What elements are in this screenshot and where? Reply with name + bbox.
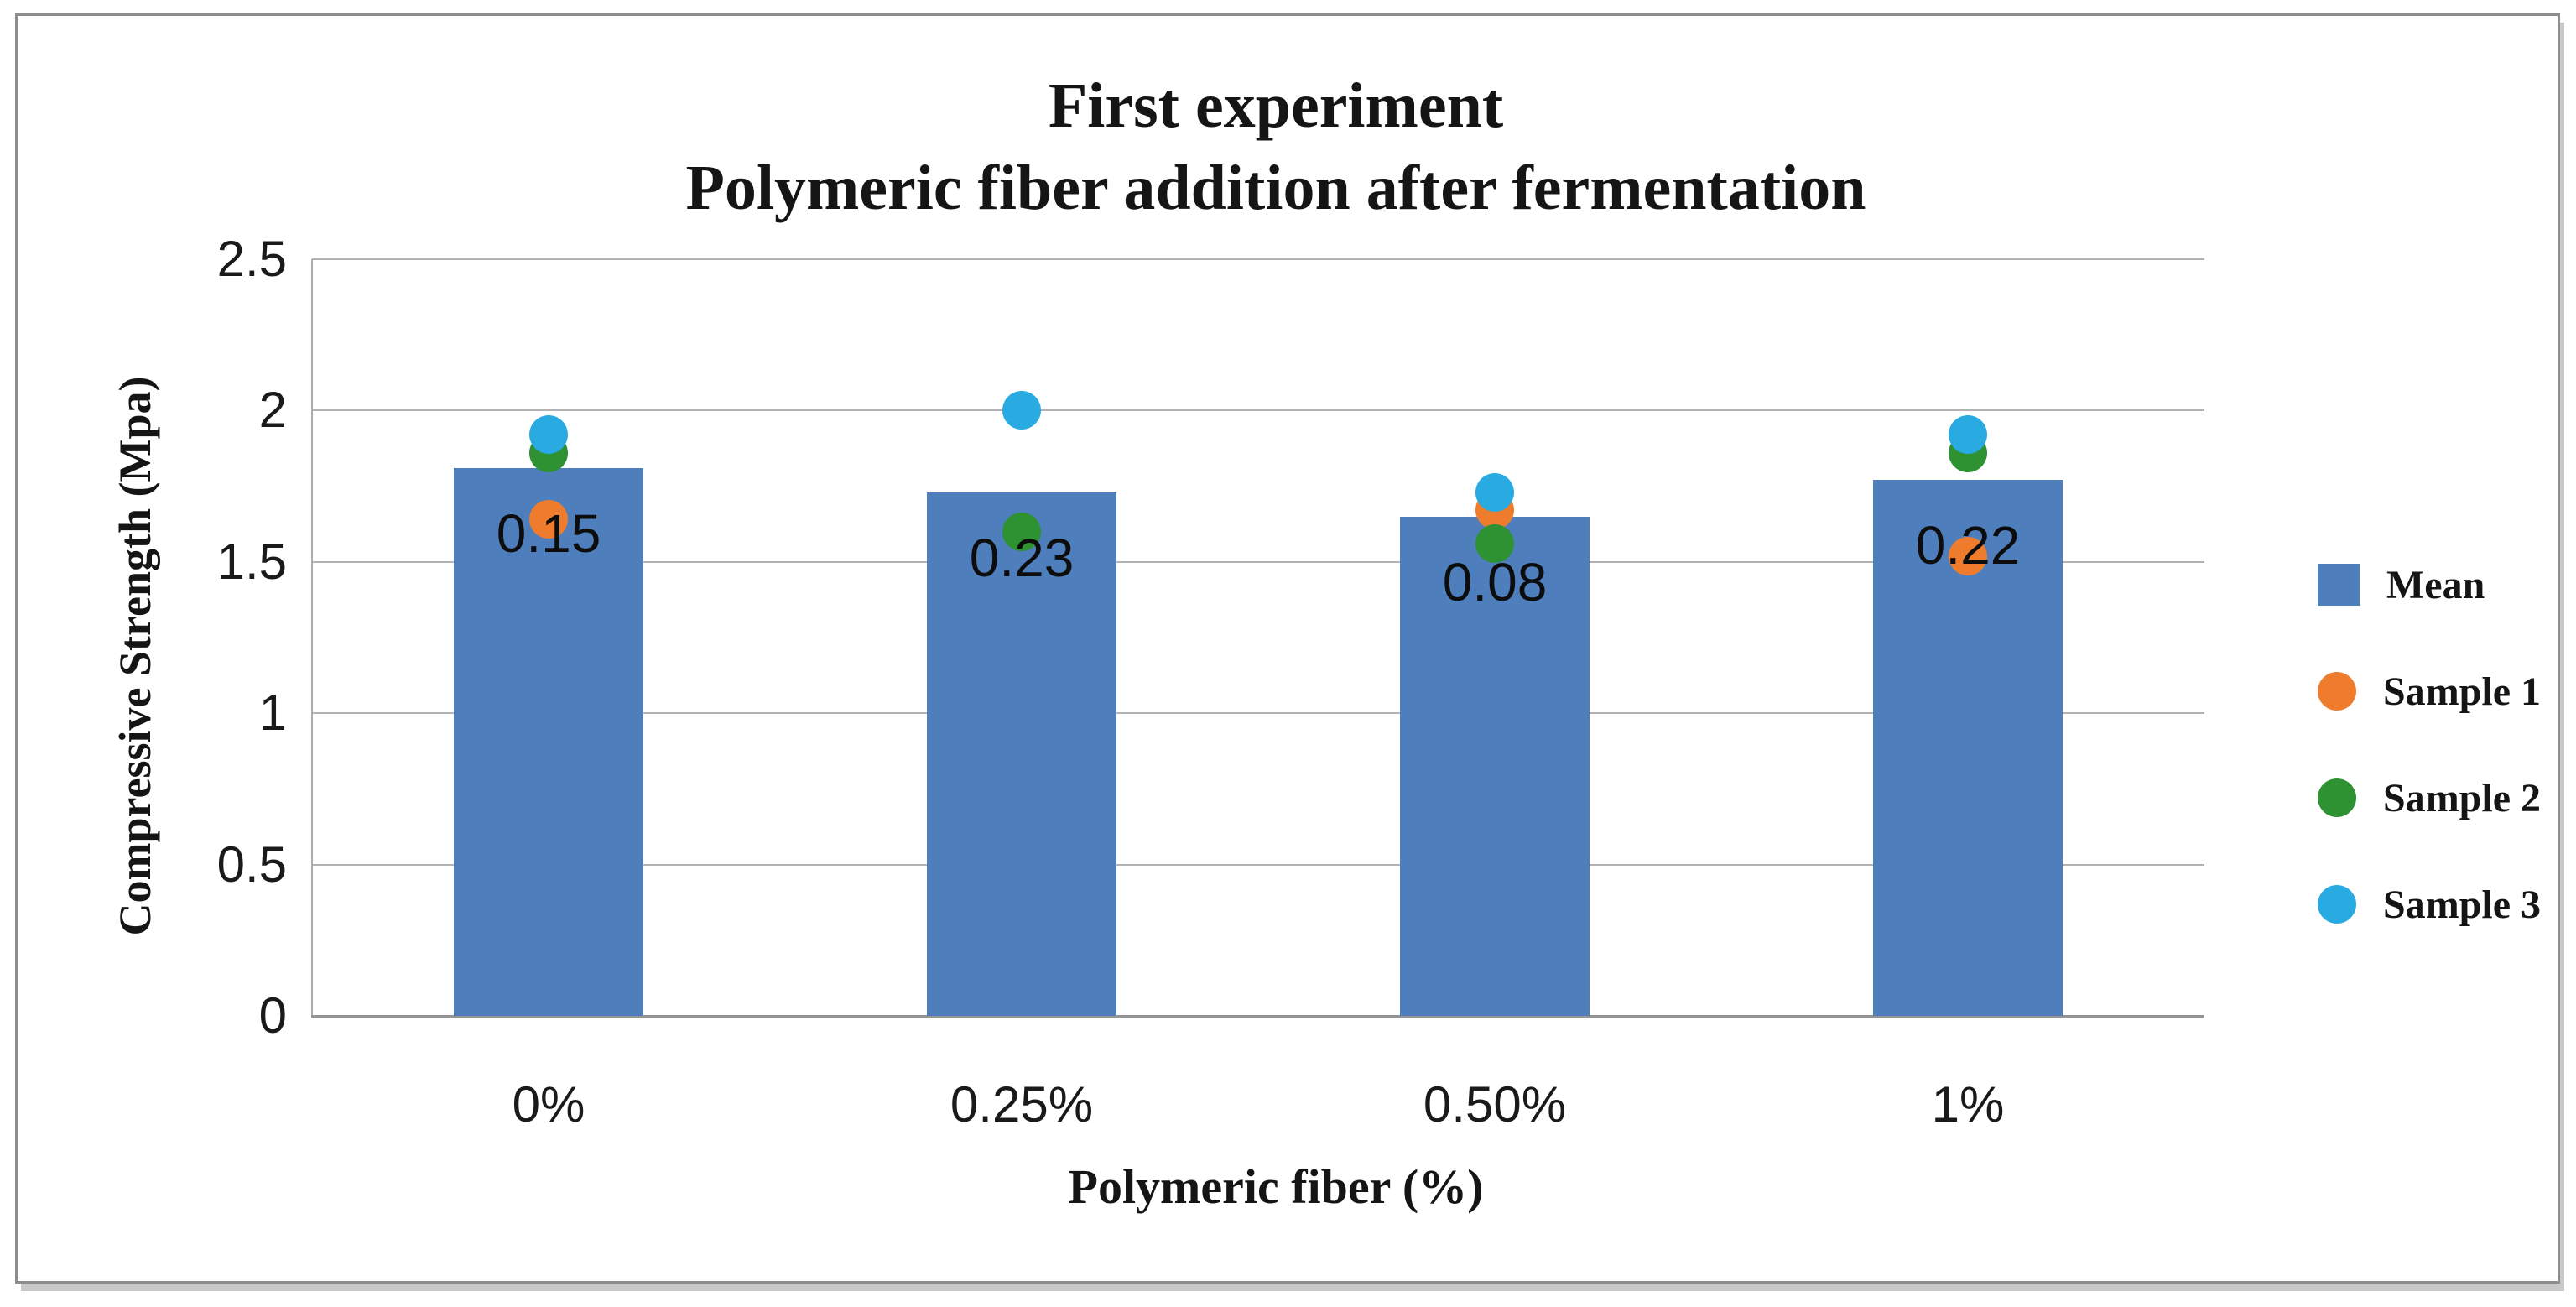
legend-square-icon: [2318, 564, 2360, 606]
y-tick-label: 0.5: [216, 836, 287, 893]
y-tick-label: 1.5: [216, 533, 287, 590]
figure-frame: First experiment Polymeric fiber additio…: [15, 13, 2560, 1284]
legend-circle-icon: [2318, 672, 2356, 711]
bar-value-label: 0.08: [1442, 551, 1548, 612]
legend-item-sample-2: Sample 2: [2318, 773, 2541, 823]
legend-circle-icon: [2318, 778, 2356, 817]
y-tick-label: 2: [258, 382, 287, 439]
scatter-dot-sample-3: [1002, 391, 1041, 430]
gridline: [312, 409, 2204, 412]
x-tick-label: 1%: [1931, 1076, 2005, 1133]
legend-label: Sample 2: [2383, 775, 2542, 820]
y-tick-label: 2.5: [216, 231, 287, 287]
scatter-dot-sample-2: [1002, 512, 1041, 551]
bar-value-label: 0.23: [969, 527, 1075, 588]
legend-item-sample-1: Sample 1: [2318, 666, 2541, 716]
scatter-dot-sample-3: [529, 415, 568, 455]
y-axis-line: [311, 259, 313, 1016]
scatter-dot-sample-2: [1475, 524, 1514, 564]
x-axis-title: Polymeric fiber (%): [1068, 1159, 1484, 1214]
bar: [454, 467, 643, 1016]
scatter-dot-sample-1: [529, 500, 568, 539]
bar: [927, 492, 1116, 1016]
bar-value-label: 0.22: [1915, 515, 2021, 576]
x-tick-label: 0.50%: [1423, 1076, 1567, 1133]
gridline: [312, 258, 2204, 260]
y-axis-title: Compressive Strength (Mpa): [110, 376, 160, 936]
gridline: [312, 560, 2204, 563]
scatter-dot-sample-1: [1949, 536, 1987, 575]
bar: [1400, 516, 1590, 1016]
legend-label: Sample 1: [2383, 669, 2542, 714]
y-tick-label: 0: [258, 987, 287, 1044]
gridline: [312, 712, 2204, 715]
plot-area: 0 0.5 1 1.5 2 2.5 0.15 0.23 0.08 0.22 0% 0.25% 0.50%…: [18, 16, 2558, 1281]
scatter-dot-sample-3: [1949, 415, 1987, 455]
legend-label: Mean: [2386, 562, 2485, 607]
chart-title-line-1: First experiment: [1048, 70, 1504, 141]
legend-item-sample-3: Sample 3: [2318, 879, 2541, 929]
legend-item-mean: Mean: [2318, 560, 2485, 610]
chart-title-line-2: Polymeric fiber addition after fermentat…: [685, 153, 1866, 223]
y-tick-label: 1: [258, 685, 287, 742]
legend-label: Sample 3: [2383, 882, 2542, 927]
x-axis-line: [311, 1015, 2204, 1018]
scatter-dot-sample-3: [1475, 472, 1514, 512]
x-tick-label: 0%: [512, 1076, 585, 1133]
x-tick-label: 0.25%: [950, 1076, 1094, 1133]
bar-value-label: 0.15: [496, 502, 601, 564]
legend-circle-icon: [2318, 885, 2356, 924]
gridline: [312, 863, 2204, 866]
